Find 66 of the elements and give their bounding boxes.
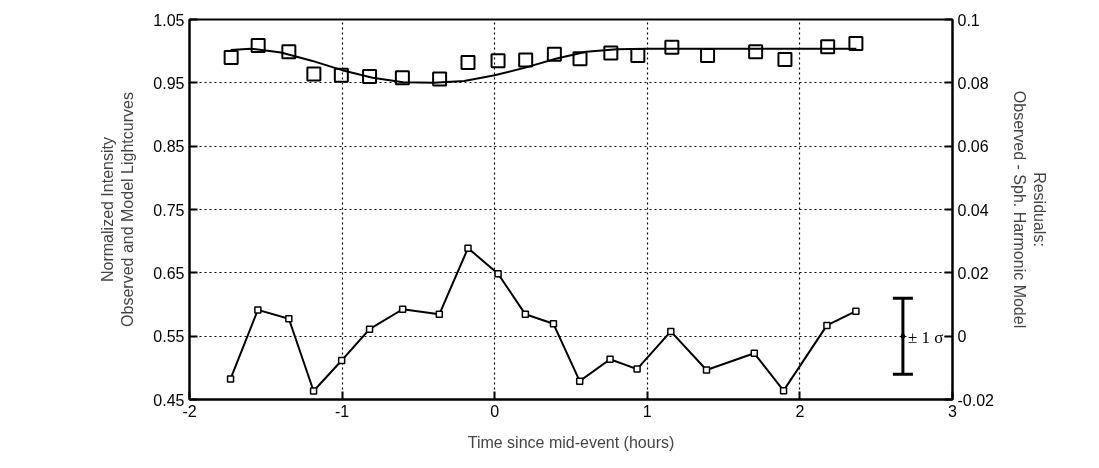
x-tick-label: 3 [948, 402, 958, 420]
point [900, 334, 905, 339]
point [606, 355, 614, 364]
point [820, 39, 836, 55]
x-tick-label: 2 [795, 402, 805, 420]
y2-tick-label: 0 [957, 328, 967, 346]
point [337, 356, 346, 365]
point [852, 307, 860, 315]
x-tick-label: -1 [334, 402, 350, 420]
y-tick-label: 0.85 [153, 138, 185, 156]
point [398, 305, 407, 313]
y2-tick-label: 0.08 [957, 74, 989, 92]
y-tick-label: 0.65 [153, 264, 185, 282]
point [633, 365, 641, 373]
point [848, 36, 864, 52]
y-tick-label: 0.55 [153, 328, 185, 346]
point [521, 310, 530, 319]
point [603, 45, 619, 61]
y2-tick-label: 0.1 [957, 11, 980, 29]
point [309, 387, 318, 395]
y-tick-label: 0.45 [153, 391, 185, 409]
point [362, 69, 378, 84]
x-tick-label: 1 [642, 402, 652, 420]
point [432, 71, 448, 87]
point [306, 66, 322, 82]
point [460, 55, 476, 71]
point [394, 70, 410, 86]
point [572, 51, 588, 67]
annotation: ± 1 σ [907, 327, 944, 347]
y-tick-label: 1.05 [153, 11, 185, 29]
point [435, 310, 444, 319]
y2-tick-label: -0.02 [957, 391, 995, 409]
point [250, 37, 266, 53]
point [575, 377, 584, 385]
point [748, 44, 764, 60]
point [702, 366, 711, 374]
point [549, 320, 558, 328]
point [700, 48, 716, 64]
point [285, 315, 293, 323]
point [494, 270, 502, 278]
point [254, 306, 262, 314]
point [546, 46, 562, 62]
point [226, 375, 235, 383]
point [365, 325, 374, 333]
point [281, 44, 297, 60]
x-axis-title: Time since mid-event (hours) [467, 433, 675, 451]
point [777, 51, 793, 67]
y-tick-label: 0.95 [153, 74, 185, 92]
point [750, 349, 759, 358]
point [464, 244, 472, 252]
y-axis-title: Normalized Intensity Observed and Model Lightcurves [98, 92, 137, 327]
point [779, 386, 788, 395]
y2-tick-label: 0.04 [957, 201, 989, 219]
point [518, 52, 534, 68]
point [333, 67, 349, 83]
y2-tick-label: 0.02 [957, 264, 989, 282]
point [823, 321, 831, 330]
point [664, 39, 680, 55]
x-tick-label: 0 [490, 402, 500, 420]
point [630, 48, 646, 64]
point [490, 53, 506, 69]
point [223, 50, 239, 65]
y2-axis-title: Residuals: Observed - Sph. Harmonic Model [1010, 90, 1049, 329]
y2-tick-label: 0.06 [957, 138, 989, 156]
point [667, 327, 675, 336]
y-tick-label: 0.75 [153, 201, 185, 219]
